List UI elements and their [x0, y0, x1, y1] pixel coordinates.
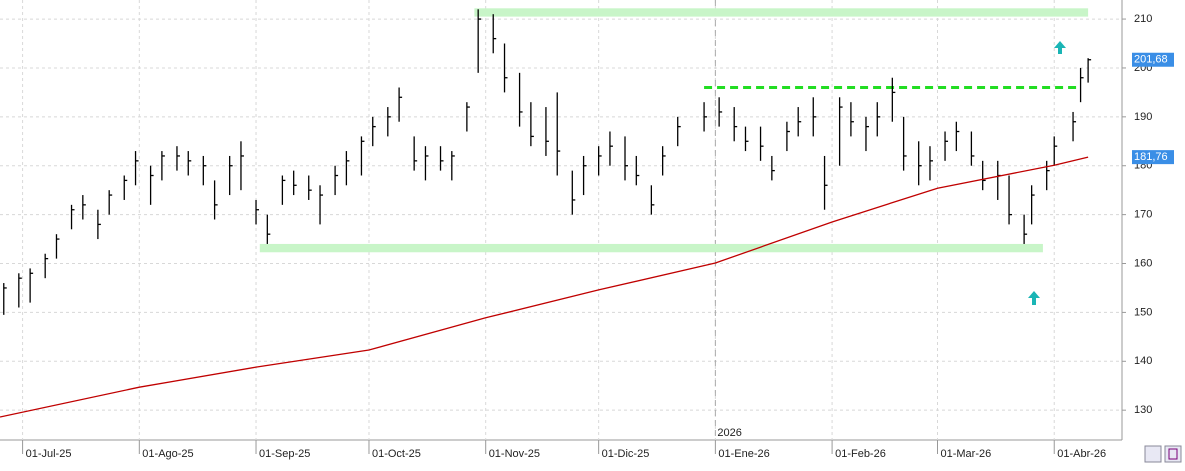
grid [0, 0, 1122, 440]
year-label: 2026 [717, 427, 741, 439]
support-zone [474, 8, 1089, 17]
price-label-box [1132, 52, 1174, 67]
y-tick-label: 170 [1134, 209, 1152, 221]
support-zone [259, 243, 1043, 253]
x-tick-label: 01-Nov-25 [489, 448, 540, 460]
x-tick-label: 01-Mar-26 [941, 448, 992, 460]
y-tick-label: 130 [1134, 404, 1152, 416]
save-icon [1168, 448, 1178, 460]
x-tick-label: 01-Sep-25 [259, 448, 310, 460]
x-tick-label: 01-Ago-25 [142, 448, 193, 460]
y-tick-label: 190 [1134, 111, 1152, 123]
y-tick-label: 210 [1134, 13, 1152, 25]
x-tick-label: 01-Oct-25 [372, 448, 421, 460]
x-tick-label: 01-Abr-26 [1057, 448, 1106, 460]
toolbar [1144, 445, 1182, 463]
price-label-box [1132, 150, 1174, 165]
arrow-up [1028, 291, 1040, 305]
y-tick-label: 150 [1134, 306, 1152, 318]
x-tick-label: 01-Jul-25 [26, 448, 72, 460]
moving-average [0, 156, 1089, 418]
y-tick-label: 140 [1134, 355, 1152, 367]
x-tick-label: 01-Dic-25 [602, 448, 650, 460]
x-tick-label: 01-Ene-26 [718, 448, 769, 460]
save-button[interactable] [1164, 445, 1182, 463]
price-label: 181,76 [1134, 151, 1168, 163]
zoom-button[interactable] [1144, 445, 1162, 463]
x-tick-label: 01-Feb-26 [835, 448, 886, 460]
y-tick-label: 160 [1134, 257, 1152, 269]
arrow-up [1054, 41, 1066, 54]
price-label: 201,68 [1134, 54, 1168, 66]
